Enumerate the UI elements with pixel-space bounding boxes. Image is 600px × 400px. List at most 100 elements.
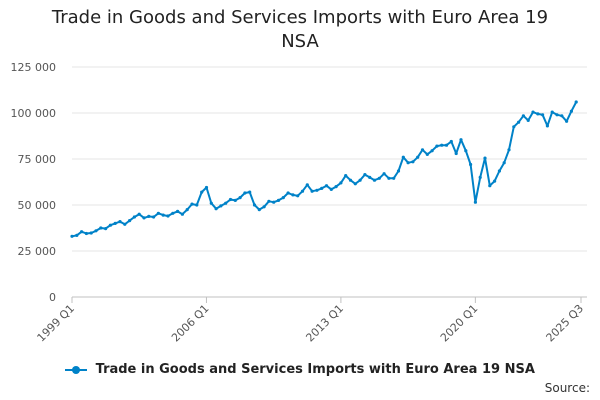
data-point[interactable]: [353, 182, 357, 186]
data-point[interactable]: [550, 110, 554, 114]
data-point[interactable]: [123, 222, 127, 226]
data-point[interactable]: [156, 211, 160, 215]
data-point[interactable]: [176, 209, 180, 213]
data-point[interactable]: [267, 199, 271, 203]
data-point[interactable]: [449, 139, 453, 144]
data-point[interactable]: [521, 114, 526, 118]
data-point[interactable]: [444, 143, 449, 147]
data-point[interactable]: [137, 212, 141, 216]
data-point[interactable]: [411, 160, 415, 164]
data-point[interactable]: [339, 181, 343, 185]
data-point[interactable]: [478, 175, 482, 179]
data-point[interactable]: [555, 113, 559, 117]
data-point[interactable]: [454, 151, 458, 156]
data-point[interactable]: [320, 186, 324, 190]
data-point[interactable]: [209, 201, 213, 205]
data-point[interactable]: [425, 152, 429, 156]
data-point[interactable]: [512, 125, 516, 129]
data-point[interactable]: [84, 231, 88, 236]
data-point[interactable]: [420, 148, 425, 152]
data-point[interactable]: [560, 114, 564, 118]
data-point[interactable]: [118, 220, 122, 224]
data-point[interactable]: [435, 144, 439, 148]
data-point[interactable]: [382, 172, 386, 176]
data-point[interactable]: [142, 216, 146, 220]
data-point[interactable]: [94, 229, 98, 233]
data-point[interactable]: [531, 110, 535, 114]
data-point[interactable]: [334, 185, 338, 189]
data-point[interactable]: [329, 187, 333, 191]
data-point[interactable]: [372, 178, 377, 182]
data-point[interactable]: [300, 189, 305, 193]
data-point[interactable]: [89, 231, 93, 235]
data-point[interactable]: [214, 207, 218, 211]
data-point[interactable]: [324, 184, 329, 188]
data-point[interactable]: [161, 213, 165, 217]
data-point[interactable]: [171, 211, 175, 215]
data-point[interactable]: [488, 184, 492, 188]
data-point[interactable]: [310, 189, 314, 193]
data-point[interactable]: [108, 223, 112, 227]
data-point[interactable]: [541, 113, 545, 117]
data-point[interactable]: [368, 175, 372, 179]
legend[interactable]: Trade in Goods and Services Imports with…: [0, 362, 600, 377]
data-point[interactable]: [315, 188, 319, 192]
data-point[interactable]: [459, 138, 463, 142]
data-point[interactable]: [377, 176, 381, 180]
data-point[interactable]: [363, 173, 367, 177]
data-point[interactable]: [406, 161, 410, 165]
data-point[interactable]: [70, 234, 74, 238]
data-point[interactable]: [180, 212, 184, 216]
data-point[interactable]: [238, 196, 242, 200]
data-point[interactable]: [493, 179, 497, 183]
data-point[interactable]: [502, 161, 506, 165]
data-point[interactable]: [224, 201, 228, 205]
data-point[interactable]: [147, 214, 151, 218]
data-point[interactable]: [228, 197, 233, 202]
data-point[interactable]: [99, 226, 103, 230]
data-point[interactable]: [262, 205, 266, 209]
data-point[interactable]: [401, 155, 405, 159]
data-point[interactable]: [569, 109, 574, 113]
data-point[interactable]: [233, 198, 237, 202]
data-point[interactable]: [286, 191, 290, 195]
data-point[interactable]: [348, 178, 353, 182]
data-point[interactable]: [113, 221, 117, 225]
data-point[interactable]: [248, 190, 252, 194]
data-point[interactable]: [536, 112, 540, 116]
data-point[interactable]: [473, 200, 477, 204]
data-point[interactable]: [440, 143, 444, 147]
data-point[interactable]: [152, 215, 156, 219]
data-point[interactable]: [344, 174, 348, 178]
data-point[interactable]: [190, 202, 194, 206]
data-point[interactable]: [166, 214, 170, 218]
data-point[interactable]: [574, 100, 578, 104]
data-point[interactable]: [497, 169, 501, 173]
data-point[interactable]: [517, 120, 521, 124]
data-point[interactable]: [75, 233, 79, 237]
data-point[interactable]: [195, 203, 199, 207]
data-point[interactable]: [296, 194, 300, 198]
data-point[interactable]: [507, 148, 511, 152]
data-point[interactable]: [526, 118, 530, 122]
data-point[interactable]: [276, 198, 281, 202]
data-point[interactable]: [252, 203, 257, 207]
data-point[interactable]: [132, 215, 136, 219]
data-point[interactable]: [104, 227, 108, 231]
data-point[interactable]: [416, 155, 420, 159]
data-point[interactable]: [565, 119, 569, 123]
data-point[interactable]: [392, 176, 396, 180]
data-point[interactable]: [128, 219, 132, 223]
data-point[interactable]: [281, 196, 285, 200]
data-point[interactable]: [291, 193, 295, 197]
data-point[interactable]: [387, 176, 391, 180]
data-point[interactable]: [545, 124, 550, 128]
data-point[interactable]: [396, 169, 401, 173]
data-point[interactable]: [243, 191, 247, 195]
data-point[interactable]: [219, 204, 223, 208]
data-point[interactable]: [483, 156, 487, 160]
data-point[interactable]: [430, 149, 434, 153]
data-point[interactable]: [80, 230, 84, 234]
data-point[interactable]: [464, 149, 468, 153]
data-point[interactable]: [358, 178, 362, 182]
